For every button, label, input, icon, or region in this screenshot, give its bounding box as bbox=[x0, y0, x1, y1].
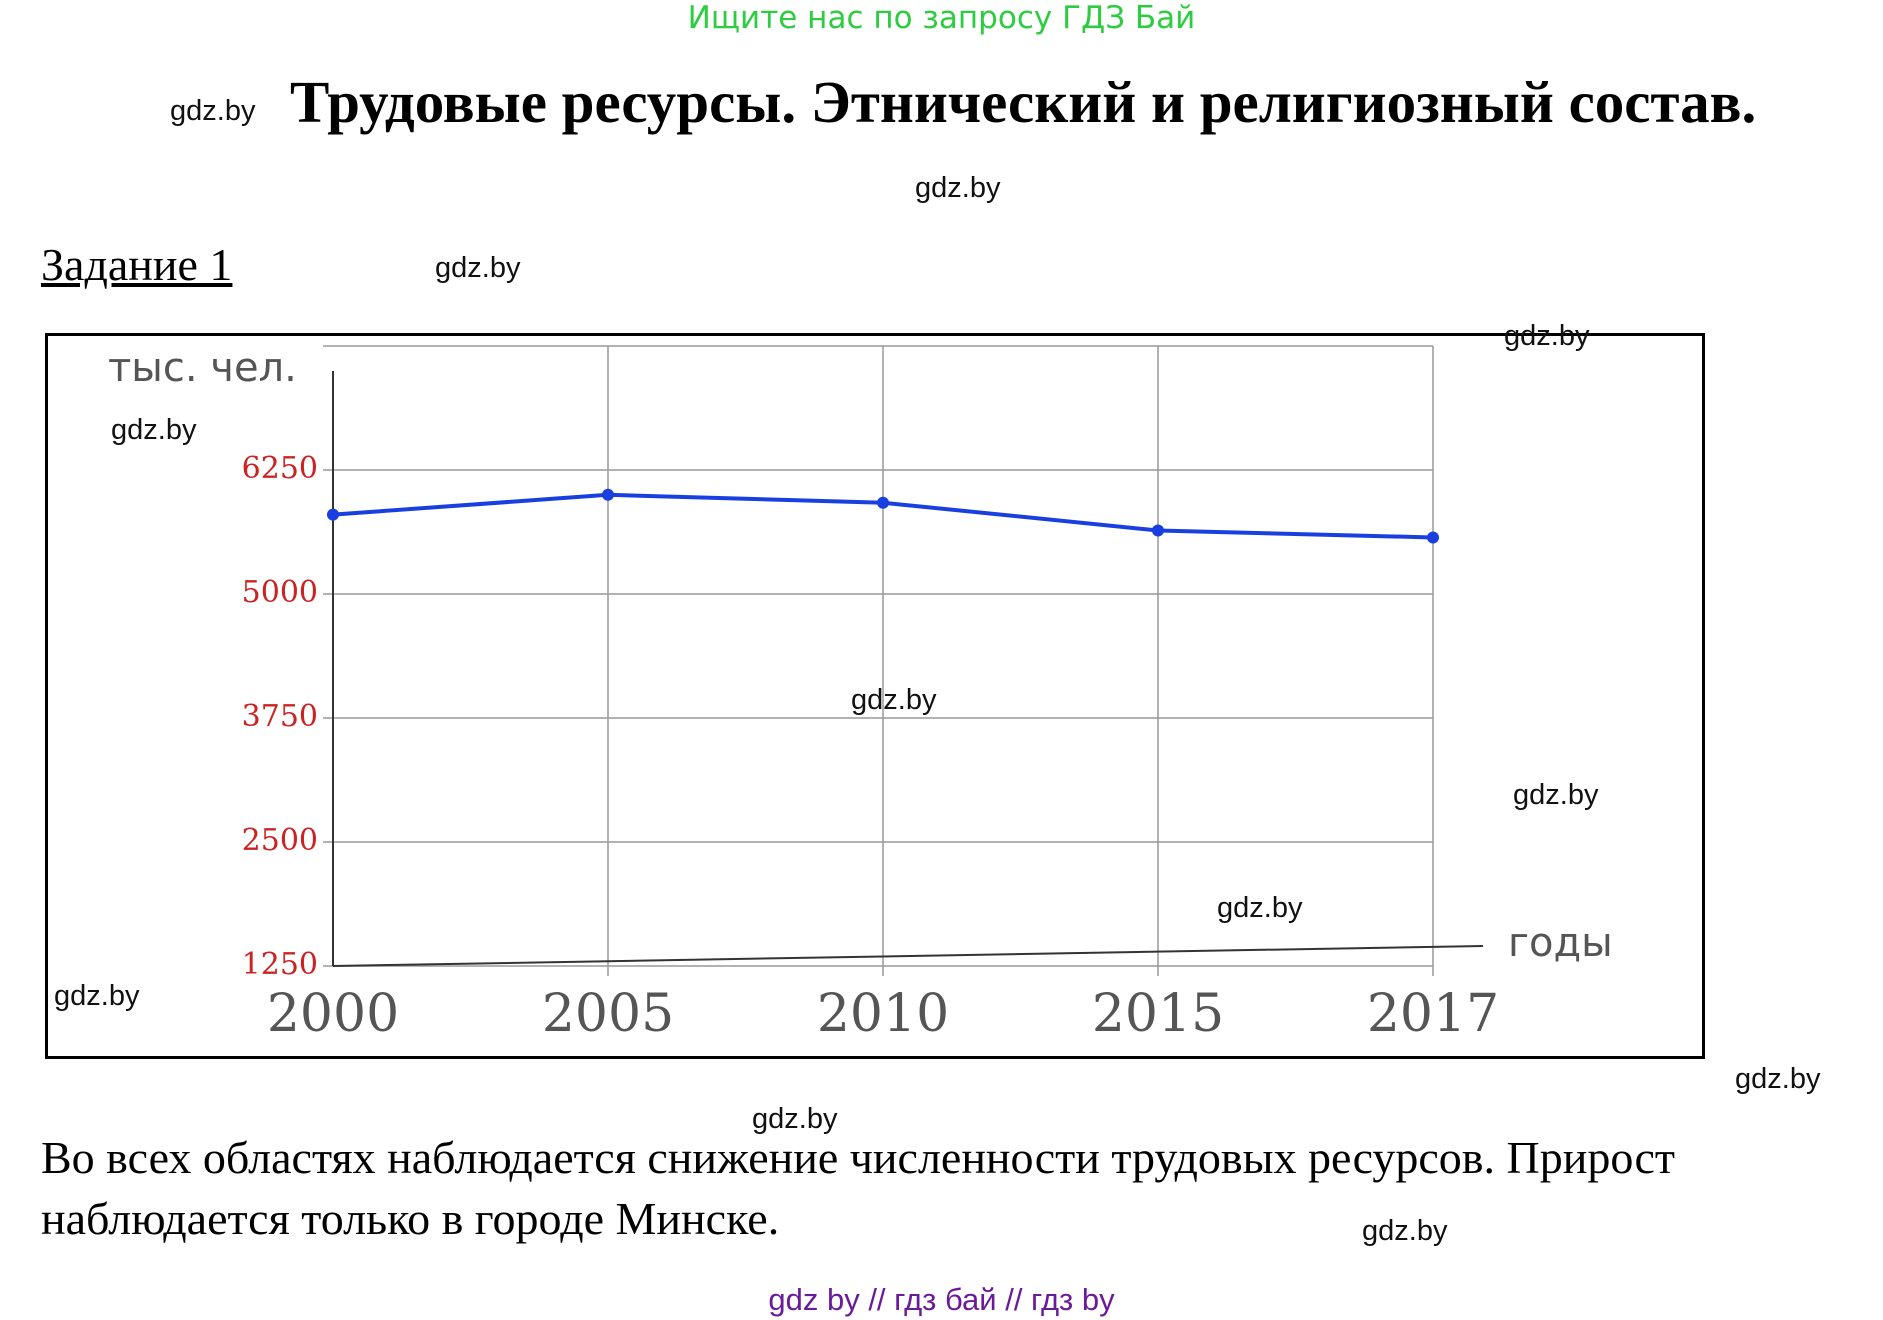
data-point bbox=[1427, 531, 1439, 544]
x-tick-label: 2000 bbox=[267, 984, 399, 1044]
x-axis bbox=[332, 945, 1484, 967]
x-tick-label: 2015 bbox=[1092, 984, 1224, 1044]
y-tick-label: 3750 bbox=[242, 699, 318, 734]
search-hint: Ищите нас по запросу ГДЗ Бай bbox=[687, 0, 1196, 36]
chart-axes bbox=[332, 371, 1484, 967]
watermark: gdz.by bbox=[915, 172, 1001, 204]
y-axis-label: тыс. чел. bbox=[108, 345, 297, 391]
y-tick-label: 6250 bbox=[242, 451, 318, 486]
watermark: gdz.by bbox=[435, 252, 521, 284]
y-tick-label: 1250 bbox=[242, 947, 318, 982]
watermark: gdz.by bbox=[111, 414, 197, 446]
x-axis-label: годы bbox=[1508, 920, 1613, 966]
watermark: gdz.by bbox=[170, 95, 256, 127]
footer-links: gdz by // гдз бай // гдз by bbox=[768, 1282, 1115, 1317]
series-layer bbox=[327, 488, 1439, 544]
watermark: gdz.by bbox=[851, 684, 937, 716]
y-tick-label: 5000 bbox=[242, 575, 318, 610]
chart-frame: тыс. чел. годы 1250 2500 3750 5000 6250 2000… bbox=[45, 320, 1705, 1059]
x-tick-label: 2017 bbox=[1367, 984, 1499, 1044]
y-tick-labels: 1250 2500 3750 5000 6250 bbox=[242, 451, 318, 982]
watermark: gdz.by bbox=[1217, 892, 1303, 924]
line-chart: тыс. чел. годы 1250 2500 3750 5000 6250 2000… bbox=[108, 345, 1613, 1044]
data-point bbox=[877, 496, 889, 509]
x-tick-label: 2005 bbox=[542, 984, 674, 1044]
watermark: gdz.by bbox=[752, 1103, 838, 1135]
y-tick-label: 2500 bbox=[242, 823, 318, 858]
task-heading: Задание 1 bbox=[41, 239, 233, 290]
watermark: gdz.by bbox=[1362, 1215, 1448, 1247]
watermark: gdz.by bbox=[1513, 779, 1599, 811]
data-point bbox=[602, 488, 614, 501]
answer-text: Во всех областях наблюдается снижение чи… bbox=[41, 1132, 1676, 1244]
data-point bbox=[1152, 524, 1164, 537]
watermark: gdz.by bbox=[54, 980, 140, 1012]
page-title: Трудовые ресурсы. Этнический и религиозн… bbox=[290, 69, 1757, 135]
watermark: gdz.by bbox=[1735, 1063, 1821, 1095]
watermark: gdz.by bbox=[1504, 320, 1590, 352]
x-tick-labels: 2000 2005 2010 2015 2017 bbox=[267, 984, 1499, 1044]
chart-grid bbox=[323, 345, 1434, 976]
data-point bbox=[327, 508, 339, 521]
x-tick-label: 2010 bbox=[817, 984, 949, 1044]
